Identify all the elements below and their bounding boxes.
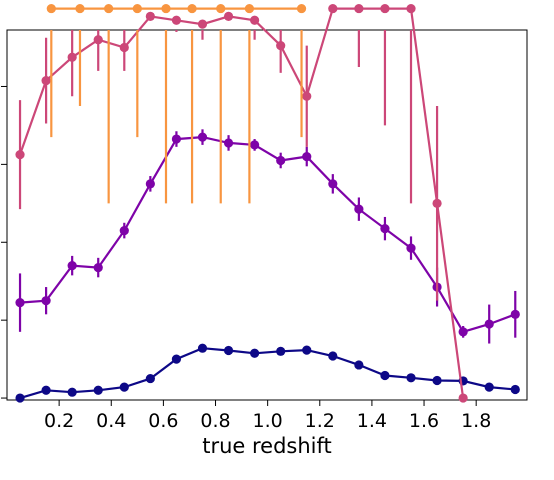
data-point xyxy=(328,179,338,189)
data-point xyxy=(197,19,208,29)
data-point xyxy=(484,319,494,329)
x-tick-label: 1.6 xyxy=(409,410,439,432)
data-point xyxy=(119,382,129,392)
data-point xyxy=(354,204,364,214)
data-point xyxy=(171,134,182,144)
data-point xyxy=(458,393,468,403)
data-point xyxy=(119,225,129,236)
data-point xyxy=(67,261,77,271)
x-tick-label: 1.0 xyxy=(253,410,283,432)
data-point xyxy=(432,375,442,386)
data-point xyxy=(250,15,260,25)
data-point xyxy=(276,40,286,51)
data-point xyxy=(380,3,390,14)
data-point xyxy=(41,385,51,395)
x-tick-label: 1.4 xyxy=(357,410,387,432)
series-line xyxy=(19,135,516,334)
data-point xyxy=(223,345,234,356)
data-point xyxy=(432,198,442,208)
data-point xyxy=(104,3,114,14)
x-tick-label: 0.8 xyxy=(200,410,230,432)
data-point xyxy=(41,76,51,86)
data-point xyxy=(145,179,155,189)
data-point xyxy=(15,150,25,160)
data-point xyxy=(354,360,364,370)
data-point xyxy=(302,151,312,162)
data-point xyxy=(145,373,155,384)
plot-area xyxy=(6,29,528,401)
data-point xyxy=(380,370,390,381)
axes-frame xyxy=(6,29,528,401)
data-point xyxy=(67,387,77,397)
data-point xyxy=(93,35,103,45)
x-axis-label: true redshift xyxy=(202,434,332,458)
data-point xyxy=(380,224,390,234)
data-point xyxy=(75,3,85,14)
data-point xyxy=(197,132,208,142)
x-tick-label: 1.2 xyxy=(305,410,335,432)
data-point xyxy=(223,11,234,21)
series-layer xyxy=(15,3,520,403)
data-point xyxy=(46,3,56,14)
data-point xyxy=(93,262,103,273)
data-point xyxy=(510,384,520,395)
series-4 xyxy=(46,3,307,204)
data-point xyxy=(458,327,468,337)
x-tick-label: 0.4 xyxy=(96,410,126,432)
data-point xyxy=(244,3,255,14)
data-point xyxy=(484,382,494,392)
data-point xyxy=(250,348,260,358)
data-point xyxy=(302,91,312,101)
data-point xyxy=(406,243,416,253)
series-1 xyxy=(15,343,520,403)
data-point xyxy=(223,138,234,148)
x-axis-ticks: 0.2 0.4 0.6 0.8 1.0 1.2 1.4 1.6 1.8 xyxy=(44,400,491,432)
data-point xyxy=(197,343,208,353)
data-point xyxy=(93,385,103,395)
series-line xyxy=(18,7,465,399)
data-point xyxy=(15,298,25,308)
data-point xyxy=(216,3,226,14)
data-point xyxy=(171,354,182,364)
data-point xyxy=(302,345,312,355)
data-point xyxy=(67,52,77,62)
data-point xyxy=(171,15,182,25)
data-point xyxy=(145,11,155,21)
data-point xyxy=(161,3,171,14)
x-tick-label: 1.8 xyxy=(461,410,491,432)
data-point xyxy=(15,393,25,403)
data-point xyxy=(187,3,197,14)
data-point xyxy=(41,296,51,306)
data-point xyxy=(119,42,129,53)
data-point xyxy=(276,346,286,356)
x-tick-label: 0.2 xyxy=(44,410,74,432)
series-3 xyxy=(15,3,468,403)
data-point xyxy=(132,3,142,14)
data-point xyxy=(250,140,260,150)
data-point xyxy=(328,351,338,361)
x-tick-label: 0.6 xyxy=(148,410,178,432)
y-axis-ticks xyxy=(1,85,7,399)
data-point xyxy=(296,3,307,14)
data-point xyxy=(328,3,338,14)
data-point xyxy=(354,3,364,14)
series-2 xyxy=(15,129,520,344)
data-point xyxy=(510,309,520,319)
data-point xyxy=(276,155,286,166)
data-point xyxy=(406,373,416,383)
data-point xyxy=(406,3,416,14)
